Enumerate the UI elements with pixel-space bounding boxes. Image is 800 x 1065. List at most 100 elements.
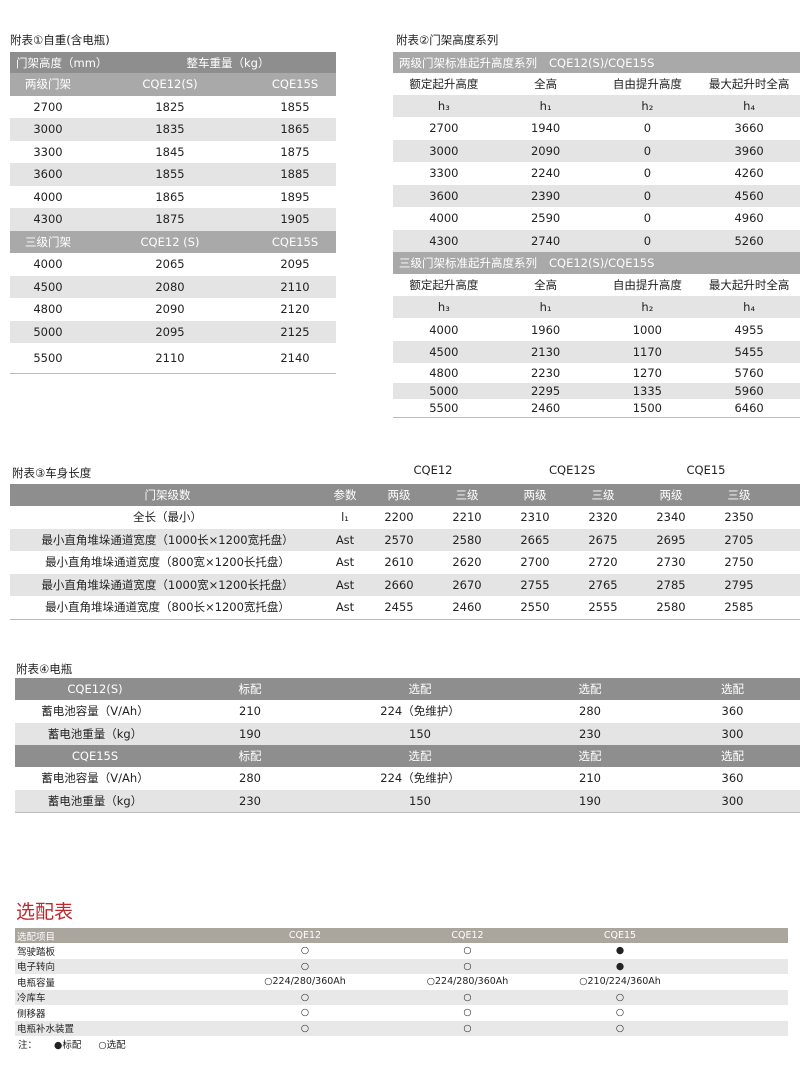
table-row-cell: 224（免维护） — [380, 704, 460, 719]
section-models: CQE12(S)/CQE15S — [549, 256, 655, 270]
table-row-cell: 1500 — [632, 401, 663, 415]
table-row-cell: 2610 — [384, 555, 414, 570]
table-row-cell: 2755 — [520, 577, 550, 592]
table-row-cell: ○210/224/360Ah — [579, 976, 661, 988]
table-row-cell: 2140 — [280, 351, 310, 365]
table-row-cell: 280 — [579, 704, 601, 719]
table2-title: 附表②门架高度系列 — [396, 33, 499, 47]
table-row-cell: 电子转向 — [17, 962, 56, 974]
table-row-cell: Ast — [335, 555, 355, 570]
table-row-cell: 1270 — [632, 366, 663, 380]
table-row: 蓄电池容量（V/Ah） 210 224（免维护） 280 360 — [15, 700, 800, 723]
table-row-cell: 5260 — [734, 233, 764, 248]
section-heading: 三级门架标准起升高度系列 CQE12(S)/CQE15S — [393, 252, 800, 274]
table-row-cell: 2555 — [588, 600, 618, 615]
table-row-cell: 1835 — [155, 122, 185, 137]
table-row-cell: 驾驶踏板 — [17, 946, 56, 958]
table-row-cell: 150 — [409, 793, 431, 808]
column-header-cell: CQE12 (S) — [140, 234, 200, 249]
symbol-row-cell: h₄ — [743, 300, 756, 314]
table-row-cell: ● — [615, 945, 625, 957]
table-row-cell: 2130 — [530, 345, 561, 359]
table-row-cell: 3000 — [33, 122, 63, 137]
column-header-cell: 额定起升高度 — [409, 278, 479, 292]
symbol-row-cell: h₃ — [437, 99, 450, 113]
table-row-cell: 3660 — [734, 121, 764, 136]
table-row: 冷库车 ○ ○ ○ — [15, 989, 788, 1005]
table-row-cell: 1855 — [155, 167, 185, 182]
table-row-cell: ○ — [300, 1007, 310, 1019]
column-header: 额定起升高度 全高 自由提升高度 最大起升时全高 — [393, 274, 800, 296]
table-row-cell: 4000 — [33, 257, 63, 272]
table-row-cell: 2095 — [280, 257, 310, 272]
column-header-cell: 自由提升高度 — [612, 77, 682, 91]
table-row-cell: 2350 — [724, 510, 754, 525]
column-header-cell: 额定起升高度 — [409, 77, 479, 91]
table-row-cell: 2090 — [530, 143, 561, 158]
table-row-cell: 2125 — [280, 324, 310, 339]
table-header: 门架高度（mm） 整车重量（kg） — [10, 52, 336, 73]
table-row: 4800 2230 1270 5760 — [393, 363, 800, 383]
table-row-cell: 2570 — [384, 532, 414, 547]
section-header-cell: 标配 — [238, 682, 262, 696]
symbol-row-cell: h₂ — [641, 99, 654, 113]
table-row-cell: 2705 — [724, 532, 754, 547]
table-row: 蓄电池重量（kg） 190 150 230 300 — [15, 722, 800, 745]
table-row-cell: 300 — [721, 726, 744, 741]
section-models: CQE12(S)/CQE15S — [549, 55, 655, 70]
table-row-cell: 电瓶补水装置 — [17, 1024, 75, 1036]
column-header-cell: CQE15S — [271, 77, 319, 92]
table-row-cell: 蓄电池重量（kg） — [47, 726, 143, 741]
table-row: 3300 1845 1875 — [10, 140, 336, 163]
table-row-cell: 2210 — [452, 510, 482, 525]
table-row: 最小直角堆垛通道宽度（1000宽×1200长托盘） Ast 2660 2670 2755… — [10, 573, 800, 596]
table-header: 选配项目 CQE12 CQE12 CQE15 — [15, 928, 788, 943]
table-row-cell: 3000 — [429, 143, 459, 158]
table-row-cell: 5000 — [429, 384, 459, 398]
symbol-row-cell: h₂ — [641, 300, 654, 314]
table-row-cell: 190 — [239, 726, 261, 741]
battery-table: CQE12(S) 标配 选配 选配 选配 蓄电池容量（V/Ah） 210 224（免维护） 28… — [15, 678, 800, 813]
section-header-cell: 选配 — [408, 749, 432, 763]
table-row-cell: 2340 — [656, 510, 686, 525]
table-row-cell: 1845 — [155, 144, 185, 159]
table-row-cell: 230 — [579, 726, 601, 741]
table-header-cell: CQE12 — [451, 930, 484, 941]
table-header-cell: 选配项目 — [17, 931, 56, 943]
table-row-cell: ○ — [463, 991, 472, 1003]
table-row-cell: 1895 — [280, 189, 310, 204]
table-row: 电瓶补水装置 ○ ○ ○ — [15, 1020, 788, 1036]
table-row-cell: 1335 — [632, 384, 663, 398]
table-row-cell: 1960 — [530, 322, 561, 337]
table-row-cell: 4300 — [33, 212, 63, 227]
table-row-cell: 2695 — [656, 532, 686, 547]
table-row-cell: 224（免维护） — [380, 771, 460, 786]
table-row: 4000 1865 1895 — [10, 185, 336, 208]
table-header-cell: 三级 — [727, 488, 751, 502]
table-row-cell: 2295 — [530, 384, 561, 398]
column-header-cell: 三级门架 — [25, 234, 71, 249]
table-row: 4800 2090 2120 — [10, 298, 336, 321]
table-row: 2700 1825 1855 — [10, 95, 336, 118]
table-row-cell: Ast — [335, 600, 355, 615]
table-row: 2700 1940 0 3660 — [393, 117, 800, 140]
section-heading-label: 两级门架标准起升高度系列 — [399, 55, 537, 70]
table-row-cell: 5500 — [33, 351, 63, 365]
table-row-cell: 2110 — [155, 351, 185, 365]
table-row-cell: 230 — [239, 793, 261, 808]
table-row-cell: 2730 — [656, 555, 686, 570]
section-heading-label: 三级门架标准起升高度系列 — [399, 256, 537, 270]
table-row-cell: 1875 — [280, 144, 310, 159]
table-row-cell: 4800 — [429, 366, 459, 380]
table-row-cell: 5000 — [33, 324, 63, 339]
symbol-row: h₃ h₁ h₂ h₄ — [393, 95, 800, 117]
table-row-cell: 2580 — [452, 532, 482, 547]
table-row: 最小直角堆垛通道宽度（800长×1200宽托盘） Ast 2455 2460 2550 2… — [10, 596, 800, 620]
table-row-cell: ○ — [300, 1022, 310, 1034]
table-row: 4000 1960 1000 4955 — [393, 318, 800, 341]
table-row-cell: 300 — [721, 793, 744, 808]
table-row-cell: 侧移器 — [17, 1008, 46, 1020]
table-row-cell: ○ — [615, 991, 625, 1003]
table-row-cell: 210 — [239, 704, 261, 719]
table-row: 电瓶容量 ○224/280/360Ah ○224/280/360Ah ○210/224… — [15, 974, 788, 990]
